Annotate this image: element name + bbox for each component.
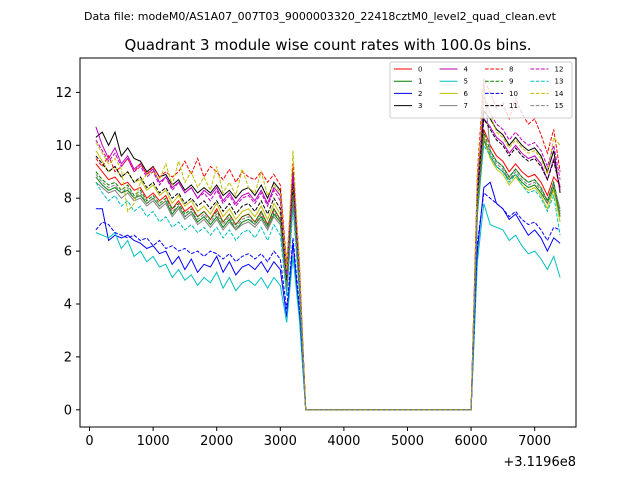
x-tick-label: 5000 bbox=[391, 434, 424, 449]
series-line-6 bbox=[95, 134, 561, 411]
plot-area bbox=[95, 77, 561, 411]
series-line-9 bbox=[95, 131, 561, 411]
series-line-0 bbox=[95, 129, 561, 411]
legend-label-10: 10 bbox=[509, 90, 518, 98]
series-line-5 bbox=[95, 203, 561, 411]
legend-label-12: 12 bbox=[555, 66, 564, 74]
y-tick-label: 12 bbox=[55, 86, 72, 101]
x-offset-label: +3.1196e8 bbox=[503, 455, 576, 470]
chart-suptitle: Data file: modeM0/AS1A07_007T03_90000033… bbox=[84, 10, 557, 23]
legend-label-11: 11 bbox=[509, 102, 518, 110]
x-tick-label: 2000 bbox=[200, 434, 233, 449]
series-line-10 bbox=[95, 191, 561, 411]
series-line-13 bbox=[95, 143, 561, 411]
y-tick-label: 0 bbox=[64, 403, 72, 418]
series-line-12 bbox=[95, 97, 561, 411]
legend-label-2: 2 bbox=[418, 90, 422, 98]
legend-box bbox=[389, 61, 573, 119]
legend-label-15: 15 bbox=[555, 102, 564, 110]
x-tick-label: 6000 bbox=[455, 434, 488, 449]
chart-title: Quadrant 3 module wise count rates with … bbox=[124, 36, 531, 54]
y-tick-label: 8 bbox=[64, 192, 72, 207]
series-line-8 bbox=[95, 77, 561, 411]
legend-label-9: 9 bbox=[509, 78, 513, 86]
legend-label-8: 8 bbox=[509, 66, 513, 74]
x-tick-label: 0 bbox=[85, 434, 93, 449]
legend-label-3: 3 bbox=[418, 102, 422, 110]
legend-label-6: 6 bbox=[464, 90, 469, 98]
y-tick-label: 10 bbox=[55, 139, 72, 154]
x-tick-label: 4000 bbox=[327, 434, 360, 449]
legend-label-4: 4 bbox=[464, 66, 469, 74]
x-tick-label: 1000 bbox=[137, 434, 170, 449]
axes-frame bbox=[79, 57, 577, 428]
legend-label-0: 0 bbox=[418, 66, 422, 74]
y-tick-label: 4 bbox=[64, 298, 72, 313]
x-tick-label: 3000 bbox=[264, 434, 297, 449]
series-line-15 bbox=[95, 137, 561, 411]
series-line-1 bbox=[95, 139, 561, 411]
y-tick-label: 6 bbox=[64, 245, 72, 260]
legend-label-7: 7 bbox=[464, 102, 468, 110]
legend-label-14: 14 bbox=[555, 90, 564, 98]
series-line-7 bbox=[95, 81, 561, 411]
legend-label-13: 13 bbox=[555, 78, 564, 86]
y-tick-label: 2 bbox=[64, 350, 72, 365]
legend-label-5: 5 bbox=[464, 78, 468, 86]
x-tick-label: 7000 bbox=[518, 434, 551, 449]
legend-label-1: 1 bbox=[418, 78, 422, 86]
